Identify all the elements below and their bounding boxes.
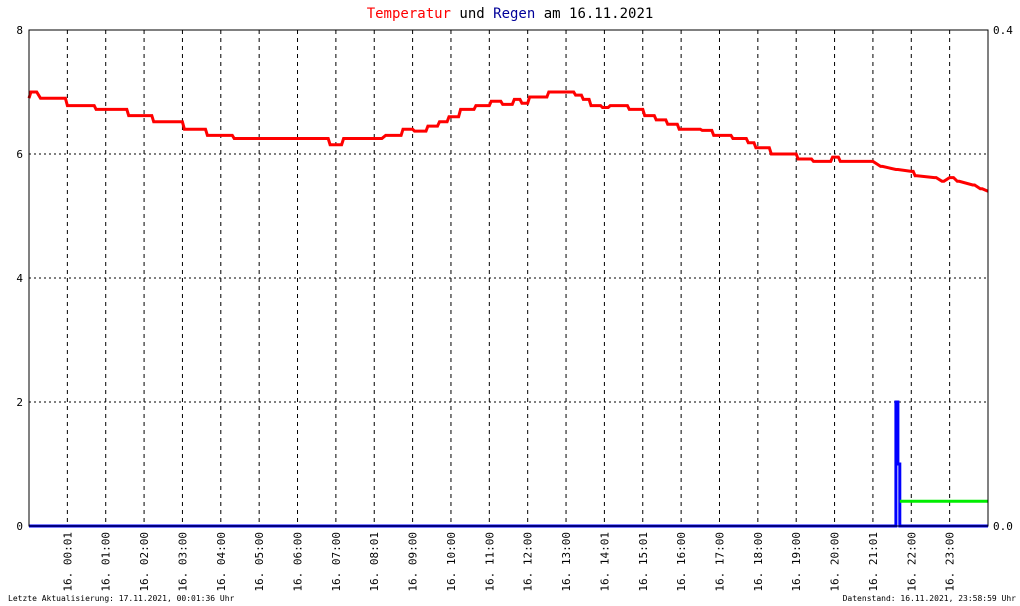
- x-tick-label: 16. 21:01: [867, 532, 880, 592]
- temperatur-series-line: [27, 90, 989, 193]
- plot-frame: [28, 29, 989, 527]
- x-tick-label: 16. 09:00: [407, 532, 420, 592]
- x-tick-label: 16. 17:00: [713, 532, 726, 592]
- title-part-2: Regen: [493, 6, 535, 22]
- y-left-tick-label: 0: [16, 520, 23, 533]
- y-left-tick-label: 2: [16, 396, 23, 409]
- x-tick-label: 16. 12:00: [522, 532, 535, 592]
- x-tick-label: 16. 00:01: [61, 532, 74, 592]
- x-tick-label: 16. 08:01: [368, 532, 381, 592]
- x-tick-label: 16. 23:00: [944, 532, 957, 592]
- x-tick-label: 16. 16:00: [675, 532, 688, 592]
- axes: [28, 29, 989, 527]
- title-part-0: Temperatur: [367, 6, 451, 22]
- x-tick-label: 16. 03:00: [176, 532, 189, 592]
- x-tick-label: 16. 10:00: [445, 532, 458, 592]
- title-part-1: und: [451, 6, 493, 22]
- series-layer: [27, 90, 989, 528]
- x-tick-label: 16. 20:00: [829, 532, 842, 592]
- x-tick-label: 16. 01:00: [100, 532, 113, 592]
- y-left-tick-label: 4: [16, 272, 23, 285]
- title-part-3: am 16.11.2021: [535, 6, 653, 22]
- y-left-tick-label: 6: [16, 148, 23, 161]
- y-left-tick-label: 8: [16, 24, 23, 37]
- footer-data-status: Datenstand: 16.11.2021, 23:58:59 Uhr: [843, 594, 1017, 603]
- x-tick-label: 16. 19:00: [790, 532, 803, 592]
- x-tick-label: 16. 02:00: [138, 532, 151, 592]
- y-right-tick-label: 0.4: [993, 24, 1013, 37]
- x-tick-label: 16. 04:00: [215, 532, 228, 592]
- x-tick-label: 16. 05:00: [253, 532, 266, 592]
- footer-last-update: Letzte Aktualisierung: 17.11.2021, 00:01…: [8, 594, 235, 603]
- x-tick-label: 16. 22:00: [905, 532, 918, 592]
- x-tick-label: 16. 07:00: [330, 532, 343, 592]
- regen-series-line: [29, 400, 988, 528]
- chart-title: Temperatur und Regen am 16.11.2021: [367, 6, 654, 22]
- y-right-tick-label: 0.0: [993, 520, 1013, 533]
- x-tick-label: 16. 15:01: [637, 532, 650, 592]
- x-tick-label: 16. 11:00: [483, 532, 496, 592]
- x-tick-label: 16. 18:00: [752, 532, 765, 592]
- x-tick-label: 16. 06:00: [292, 532, 305, 592]
- tick-labels: 0 2 4 6 8 0.0 0.4 16. 00:01 16. 01:00 16. 02:00 16…: [16, 24, 1013, 592]
- x-tick-label: 16. 13:00: [560, 532, 573, 592]
- x-tick-label: 16. 14:01: [598, 532, 611, 592]
